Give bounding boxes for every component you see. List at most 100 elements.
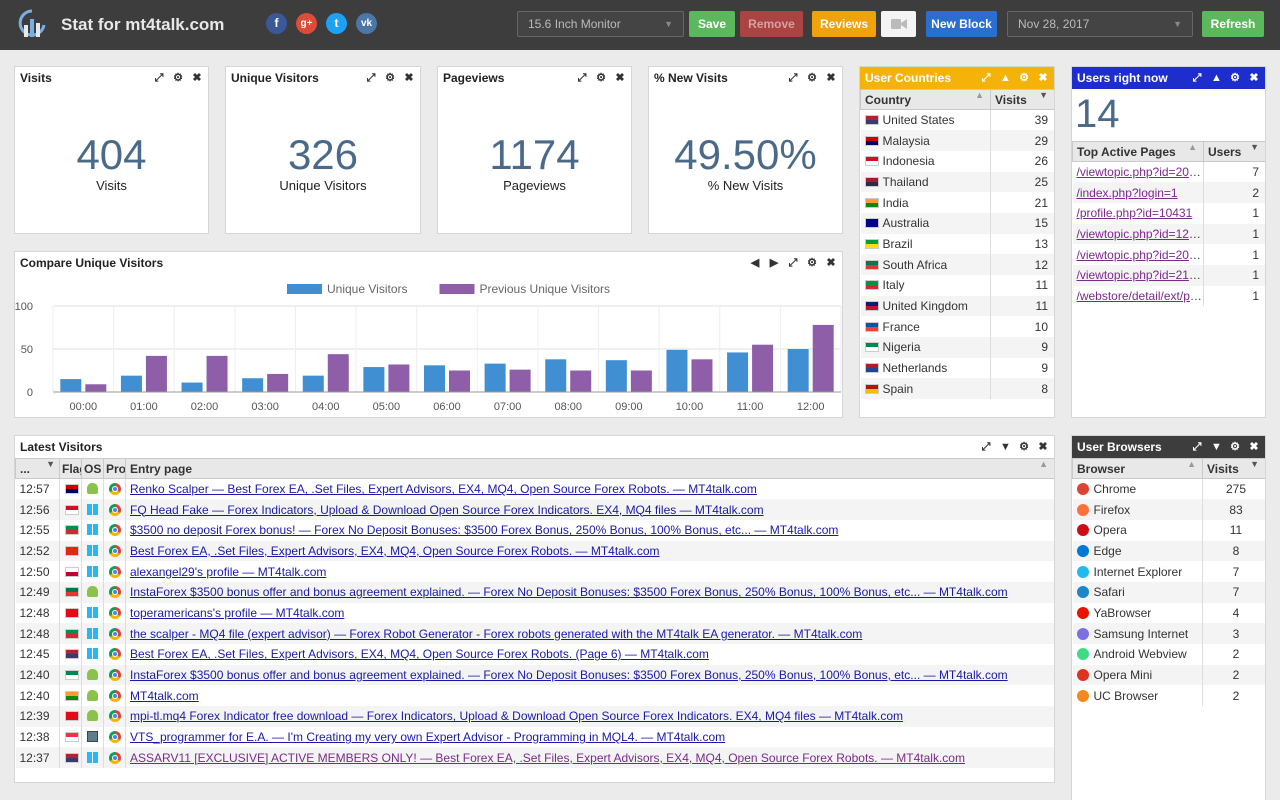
column-header-browser[interactable]: Browser ▲	[1072, 458, 1203, 479]
entry-page-link[interactable]: Best Forex EA, .Set Files, Expert Adviso…	[130, 543, 660, 558]
active-page-link[interactable]: /viewtopic.php?id=12107	[1076, 226, 1204, 241]
entry-page-link[interactable]: Best Forex EA, .Set Files, Expert Adviso…	[130, 647, 709, 662]
expand-icon[interactable]: ⤢	[1192, 72, 1202, 84]
expand-icon[interactable]: ⤢	[981, 441, 991, 453]
collapse-up-icon[interactable]: ▲	[1211, 72, 1222, 84]
close-icon[interactable]: ✖	[1038, 441, 1048, 453]
bar[interactable]	[752, 344, 774, 392]
expand-icon[interactable]: ⤢	[1192, 441, 1202, 453]
entry-page-link[interactable]: FQ Head Fake — Forex Indicators, Upload …	[130, 502, 764, 517]
column-header-visits[interactable]: Visits ▼	[1202, 458, 1265, 479]
active-page-link[interactable]: /viewtopic.php?id=21278	[1076, 268, 1204, 283]
active-page-link[interactable]: /webstore/detail/ext/pai...	[1076, 288, 1204, 303]
close-icon[interactable]: ✖	[404, 72, 414, 84]
entry-page-link[interactable]: toperamericans's profile — MT4talk.com	[130, 605, 345, 620]
gear-icon[interactable]: ⚙	[1230, 441, 1240, 453]
expand-icon[interactable]: ⤢	[154, 72, 164, 84]
save-button[interactable]: Save	[689, 11, 735, 37]
entry-page-link[interactable]: MT4talk.com	[130, 688, 199, 703]
column-header-time[interactable]: ... ▼	[15, 458, 60, 479]
active-page-link[interactable]: /viewtopic.php?id=20410	[1076, 165, 1204, 180]
entry-page-link[interactable]: ASSARV11 [EXCLUSIVE] ACTIVE MEMBERS ONLY…	[130, 750, 965, 765]
arrow-right-icon[interactable]: ▶	[769, 257, 779, 269]
google-plus-icon[interactable]: g+	[296, 13, 317, 34]
close-icon[interactable]: ✖	[1038, 72, 1048, 84]
entry-page-link[interactable]: VTS_programmer for E.A. — I'm Creating m…	[130, 730, 726, 745]
remove-button[interactable]: Remove	[740, 11, 803, 37]
twitter-icon[interactable]: t	[326, 13, 347, 34]
entry-page-link[interactable]: Renko Scalper — Best Forex EA, .Set File…	[130, 482, 757, 497]
column-header-browser[interactable]: Prof	[103, 458, 126, 479]
facebook-icon[interactable]: f	[266, 13, 287, 34]
new-block-button[interactable]: New Block	[926, 11, 997, 37]
bar[interactable]	[666, 349, 688, 392]
bar[interactable]	[605, 360, 627, 392]
legend-label[interactable]: Previous Unique Visitors	[480, 282, 611, 296]
bar[interactable]	[449, 370, 470, 393]
column-header-entry-page[interactable]: Entry page ▲	[125, 458, 1054, 479]
bar[interactable]	[327, 354, 349, 392]
refresh-button[interactable]: Refresh	[1202, 11, 1264, 37]
active-page-link[interactable]: /index.php?login=1	[1076, 185, 1178, 200]
bar[interactable]	[630, 370, 652, 393]
entry-page-link[interactable]: InstaForex $3500 bonus offer and bonus a…	[130, 585, 1008, 600]
close-icon[interactable]: ✖	[826, 72, 836, 84]
bar[interactable]	[727, 352, 749, 392]
close-icon[interactable]: ✖	[615, 72, 625, 84]
column-header-country[interactable]: Country ▲	[860, 89, 991, 110]
close-icon[interactable]: ✖	[826, 257, 836, 269]
collapse-down-icon[interactable]: ▼	[1211, 441, 1222, 453]
bar[interactable]	[484, 363, 506, 392]
bar[interactable]	[363, 367, 385, 392]
bar[interactable]	[570, 370, 592, 393]
column-header-os[interactable]: OS	[81, 458, 104, 479]
collapse-down-icon[interactable]: ▼	[1000, 441, 1011, 453]
close-icon[interactable]: ✖	[1249, 72, 1259, 84]
gear-icon[interactable]: ⚙	[385, 72, 395, 84]
bar[interactable]	[181, 382, 203, 392]
bar[interactable]	[509, 369, 531, 392]
bar[interactable]	[302, 375, 324, 392]
gear-icon[interactable]: ⚙	[173, 72, 183, 84]
active-page-link[interactable]: /profile.php?id=10431	[1076, 206, 1193, 221]
expand-icon[interactable]: ⤢	[788, 72, 798, 84]
gear-icon[interactable]: ⚙	[1230, 72, 1240, 84]
monitor-select[interactable]: 15.6 Inch Monitor ▼	[517, 11, 684, 37]
column-header-page[interactable]: Top Active Pages ▲	[1072, 141, 1204, 162]
date-select[interactable]: Nov 28, 2017 ▼	[1007, 11, 1193, 37]
legend-label[interactable]: Unique Visitors	[327, 282, 407, 296]
collapse-up-icon[interactable]: ▲	[1000, 72, 1011, 84]
column-header-users[interactable]: Users ▼	[1203, 141, 1265, 162]
bar[interactable]	[267, 373, 289, 392]
bar[interactable]	[242, 378, 264, 392]
gear-icon[interactable]: ⚙	[807, 257, 817, 269]
entry-page-link[interactable]: mpi-tl.mq4 Forex Indicator free download…	[130, 709, 903, 724]
arrow-left-icon[interactable]: ◀	[750, 257, 760, 269]
video-camera-button[interactable]	[881, 11, 916, 37]
bar[interactable]	[145, 355, 167, 392]
bar[interactable]	[60, 379, 82, 392]
reviews-button[interactable]: Reviews	[812, 11, 876, 37]
gear-icon[interactable]: ⚙	[807, 72, 817, 84]
active-page-link[interactable]: /viewtopic.php?id=20575	[1076, 247, 1204, 262]
bar[interactable]	[206, 355, 228, 392]
entry-page-link[interactable]: the scalper - MQ4 file (expert advisor) …	[130, 626, 863, 641]
gear-icon[interactable]: ⚙	[1019, 441, 1029, 453]
column-header-flag[interactable]: Flag	[59, 458, 82, 479]
entry-page-link[interactable]: $3500 no deposit Forex bonus! — Forex No…	[130, 523, 839, 538]
close-icon[interactable]: ✖	[1249, 441, 1259, 453]
bar[interactable]	[120, 375, 142, 392]
bar[interactable]	[424, 365, 445, 392]
entry-page-link[interactable]: alexangel29's profile — MT4talk.com	[130, 564, 327, 579]
bar[interactable]	[787, 349, 809, 392]
close-icon[interactable]: ✖	[192, 72, 202, 84]
bar[interactable]	[691, 359, 713, 392]
bar[interactable]	[85, 384, 107, 392]
entry-page-link[interactable]: InstaForex $3500 bonus offer and bonus a…	[130, 668, 1008, 683]
expand-icon[interactable]: ⤢	[577, 72, 587, 84]
expand-icon[interactable]: ⤢	[981, 72, 991, 84]
bar[interactable]	[388, 364, 410, 392]
vk-icon[interactable]: vk	[356, 13, 377, 34]
expand-icon[interactable]: ⤢	[788, 257, 798, 269]
gear-icon[interactable]: ⚙	[1019, 72, 1029, 84]
